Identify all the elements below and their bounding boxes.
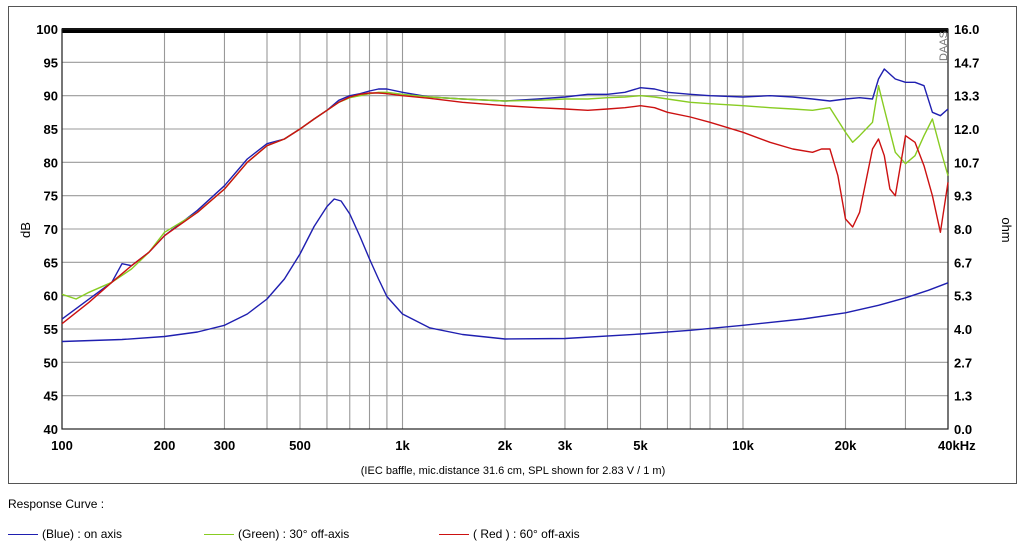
y-tick-label: 80 (44, 155, 58, 170)
legend-title: Response Curve : (8, 497, 105, 511)
y-tick-label: 50 (44, 355, 58, 370)
y2-tick-label: 0.0 (954, 422, 972, 437)
legend-swatch-red (439, 533, 469, 535)
y-tick-label: 40 (44, 422, 58, 437)
x-tick-label: 300 (214, 438, 236, 453)
y2-tick-label: 6.7 (954, 255, 972, 270)
y2-tick-label: 10.7 (954, 155, 979, 170)
y2-tick-label: 2.7 (954, 355, 972, 370)
x-tick-label: 5k (633, 438, 648, 453)
legend-item-red: ( Red ) : 60° off-axis (439, 527, 580, 541)
y2-tick-label: 9.3 (954, 189, 972, 204)
y-tick-label: 100 (36, 22, 58, 37)
chart-series (61, 68, 949, 343)
x-tick-label: 3k (558, 438, 573, 453)
y2-tick-label: 1.3 (954, 389, 972, 404)
impedance-curve (61, 198, 949, 343)
off-axis-60-curve (61, 92, 949, 325)
x-tick-label: 40kHz (938, 438, 976, 453)
plot-border (61, 28, 949, 430)
legend-item-green: (Green) : 30° off-axis (204, 527, 349, 541)
y2-tick-label: 13.3 (954, 89, 979, 104)
y2-tick-label: 12.0 (954, 122, 979, 137)
y-axis-label: dB (18, 222, 33, 238)
chart-ticks: 40 45 50 55 60 65 70 75 80 85 90 95 100 0.0 1.3 2.7 4.0 5… (36, 22, 979, 453)
y2-tick-label: 8.0 (954, 222, 972, 237)
y-tick-label: 85 (44, 122, 58, 137)
y-tick-label: 95 (44, 55, 58, 70)
y-tick-label: 90 (44, 89, 58, 104)
on-axis-curve (61, 68, 949, 320)
chart-grid (61, 28, 949, 430)
x-tick-label: 200 (154, 438, 176, 453)
legend-swatch-green (204, 533, 234, 535)
legend-swatch-blue (8, 533, 38, 535)
legend-label-blue: (Blue) : on axis (42, 527, 123, 541)
legend-label-green: (Green) : 30° off-axis (238, 527, 350, 541)
plot-top-bar (62, 28, 948, 33)
x-tick-label: 500 (289, 438, 311, 453)
daas-watermark: DAAS (938, 31, 950, 61)
x-tick-label: 10k (732, 438, 754, 453)
y2-tick-label: 5.3 (954, 289, 972, 304)
y2-tick-label: 16.0 (954, 22, 979, 37)
y-tick-label: 45 (44, 389, 58, 404)
x-tick-label: 1k (395, 438, 410, 453)
y-tick-label: 75 (44, 189, 58, 204)
legend-item-blue: (Blue) : on axis (8, 527, 122, 541)
x-axis-caption: (IEC baffle, mic.distance 31.6 cm, SPL s… (361, 465, 665, 477)
y2-axis-label: ohm (999, 217, 1014, 242)
response-chart: 40 45 50 55 60 65 70 75 80 85 90 95 100 0.0 1.3 2.7 4.0 5… (18, 22, 1014, 477)
x-tick-label: 100 (51, 438, 73, 453)
legend-label-red: ( Red ) : 60° off-axis (473, 527, 580, 541)
x-tick-label: 2k (498, 438, 513, 453)
x-tick-label: 20k (835, 438, 857, 453)
y-tick-label: 60 (44, 289, 58, 304)
y-tick-label: 65 (44, 255, 58, 270)
y-tick-label: 70 (44, 222, 58, 237)
chart-frame (8, 6, 1017, 484)
y2-tick-label: 4.0 (954, 322, 972, 337)
y-tick-label: 55 (44, 322, 58, 337)
y2-tick-label: 14.7 (954, 55, 979, 70)
